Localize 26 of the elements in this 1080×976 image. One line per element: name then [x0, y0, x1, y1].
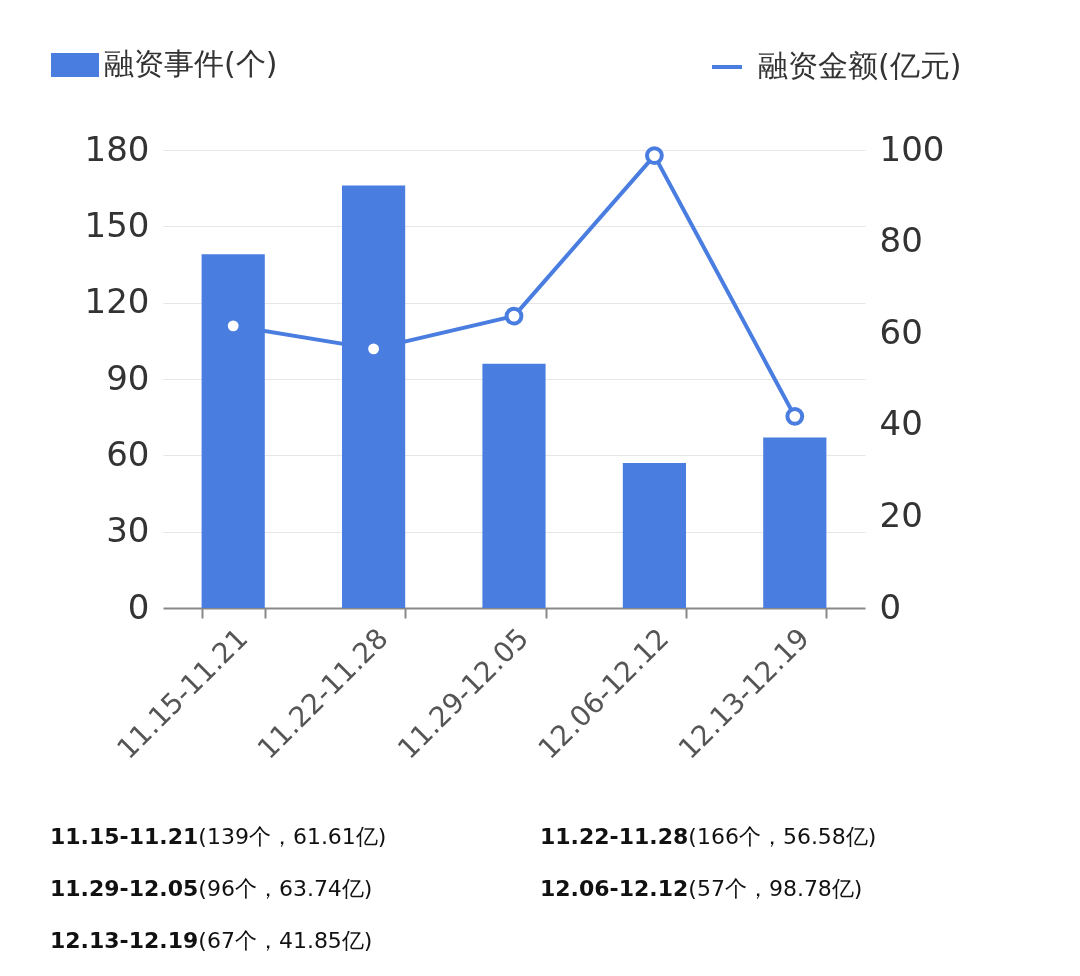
- text: 11.29-12.05(96个，63.74亿): [50, 875, 374, 903]
- y2-tick-label: 100: [879, 128, 945, 169]
- y-tick-label: 90: [106, 357, 150, 398]
- legend-label: 融资事件(个): [104, 46, 278, 81]
- text: 12.06-12.12(57个，98.78亿): [540, 875, 864, 903]
- y2-tick-label: 60: [879, 311, 923, 352]
- y-tick-label: 0: [127, 586, 150, 627]
- text: 11.15-11.21(139个，61.61亿): [50, 823, 388, 851]
- y-tick-label: 180: [84, 128, 150, 169]
- y-tick-label: 60: [106, 433, 150, 474]
- y-tick-label: 120: [84, 281, 150, 322]
- text: 12.13-12.19(67个，41.85亿): [50, 927, 374, 955]
- y-tick-label: 30: [106, 510, 150, 551]
- bar: [763, 437, 827, 608]
- point: [785, 406, 805, 426]
- y2-tick-label: 40: [879, 403, 923, 444]
- text: 11.22-11.28(166个，56.58亿): [540, 823, 878, 851]
- y2-tick-label: 80: [879, 220, 923, 261]
- y2-tick-label: 0: [879, 586, 902, 627]
- bar: [622, 462, 686, 608]
- y-tick-label: 150: [84, 204, 150, 245]
- bar: [482, 363, 546, 608]
- point: [504, 306, 524, 326]
- legend-label: 融资金额(亿元): [758, 48, 962, 83]
- point: [644, 146, 664, 165]
- y2-tick-label: 20: [879, 494, 923, 535]
